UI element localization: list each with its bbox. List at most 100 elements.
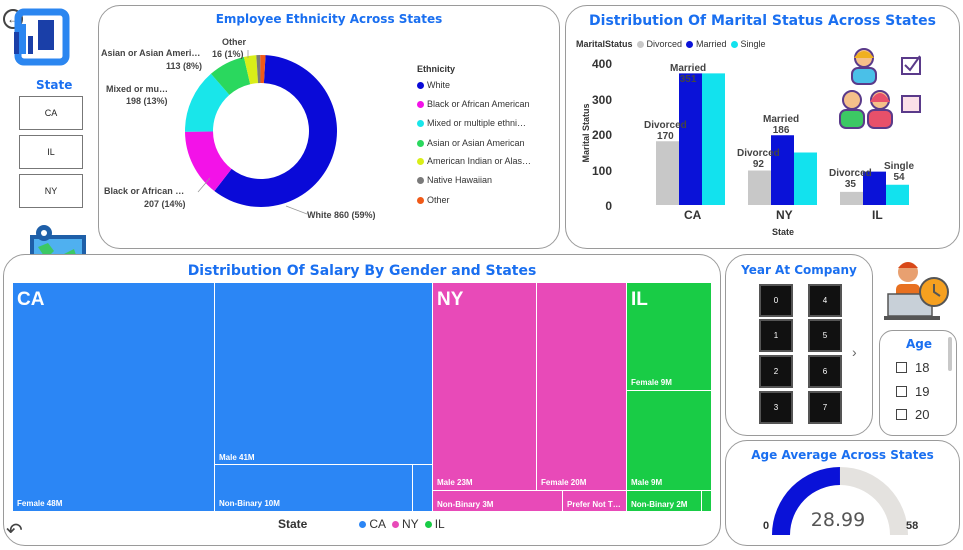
legend-il[interactable]: IL xyxy=(434,517,445,531)
age-filter-panel xyxy=(879,330,957,436)
marital-bar-chart xyxy=(656,73,909,206)
bar-label-text: Divorced xyxy=(829,168,872,179)
marital-chart-title: Distribution Of Marital Status Across St… xyxy=(589,13,936,29)
checkbox[interactable] xyxy=(896,386,907,397)
ethnicity-legend-title: Ethnicity xyxy=(417,64,456,74)
age-option-18[interactable]: 18 xyxy=(896,360,929,375)
legend-ny[interactable]: NY xyxy=(402,517,419,531)
state-button-ny[interactable]: NY xyxy=(19,174,83,208)
state-button-il[interactable]: IL xyxy=(19,135,83,169)
state-button-ca[interactable]: CA xyxy=(19,96,83,130)
legend-married[interactable]: Married xyxy=(696,39,727,49)
year-tile[interactable]: 3 xyxy=(759,391,793,424)
bar-label-ca-divorced: Divorced 170 xyxy=(644,120,687,142)
age-gauge-min: 0 xyxy=(763,520,770,532)
tm-ca-female[interactable]: Female 48M xyxy=(13,283,215,512)
year-tile[interactable]: 1 xyxy=(759,319,793,352)
legend-native-hawaiian[interactable]: Native Hawaiian xyxy=(417,175,492,185)
tm-il-male[interactable]: Male 9M xyxy=(627,391,712,491)
bar-ca-single[interactable] xyxy=(702,73,725,205)
ethnicity-donut xyxy=(185,55,337,208)
legend-black[interactable]: Black or African American xyxy=(417,99,530,109)
tm-state-ny: NY xyxy=(437,289,464,310)
bar-ny-divorced[interactable] xyxy=(748,170,771,206)
age-option-label: 19 xyxy=(915,384,930,399)
marital-panel xyxy=(565,5,960,249)
year-tile[interactable]: 2 xyxy=(759,355,793,388)
label-mixed-name: Mixed or mu… xyxy=(106,84,169,94)
y-tick: 200 xyxy=(591,128,612,142)
tm-ca-nonbinary[interactable]: Non-Binary 10M xyxy=(215,465,413,512)
tm-ny-nonbinary[interactable]: Non-Binary 3M xyxy=(433,491,563,512)
y-tick: 400 xyxy=(591,57,612,71)
label-black-name: Black or African … xyxy=(104,186,185,196)
donut-slice-other[interactable] xyxy=(260,55,266,84)
x-tick-il-label: IL xyxy=(872,208,883,222)
gauge-fill xyxy=(772,467,840,535)
legend-dot xyxy=(417,176,424,184)
legend-asian[interactable]: Asian or Asian American xyxy=(417,138,525,148)
tm-ny-male[interactable]: Male 23M xyxy=(433,283,537,491)
year-tile[interactable]: 5 xyxy=(808,319,842,352)
age-option-20[interactable]: 20 xyxy=(896,407,929,422)
tm-label: Non-Binary 2M xyxy=(631,500,688,509)
age-gauge xyxy=(772,467,908,535)
tm-ny-female[interactable]: Female 20M xyxy=(537,283,627,491)
bar-ca-married[interactable] xyxy=(679,73,702,205)
bar-il-divorced[interactable] xyxy=(840,191,863,205)
marital-x-axis-label: State xyxy=(772,227,795,237)
tm-ca-other[interactable] xyxy=(413,465,433,512)
x-tick-ny-label: NY xyxy=(776,208,793,222)
donut-slice-mixed-or-multiple-ethnicities[interactable] xyxy=(185,73,230,132)
tm-label: Non-Binary 3M xyxy=(437,500,494,509)
bar-label-text: Married xyxy=(670,63,707,74)
legend-mixed[interactable]: Mixed or multiple ethni… xyxy=(417,118,526,128)
bar-label-ny-divorced: Divorced 92 xyxy=(737,148,780,170)
checkbox[interactable] xyxy=(896,409,907,420)
donut-slice-native-hawaiian[interactable] xyxy=(256,55,261,84)
label-white: White 860 (59%) xyxy=(307,210,376,220)
label-asian-value: 113 (8%) xyxy=(166,61,203,71)
legend-single[interactable]: Single xyxy=(740,39,766,49)
age-gauge-panel xyxy=(725,440,960,546)
chevron-right-icon[interactable]: › xyxy=(852,344,857,360)
legend-label: White xyxy=(427,80,451,90)
year-tile[interactable]: 0 xyxy=(759,284,793,317)
checkbox[interactable] xyxy=(896,362,907,373)
donut-slice-american-indian-or-alaska-native[interactable] xyxy=(243,55,259,85)
age-gauge-value: 28.99 xyxy=(810,509,866,531)
bar-il-single[interactable] xyxy=(886,184,909,205)
tm-label: Female 48M xyxy=(17,499,63,508)
legend-white[interactable]: White xyxy=(417,80,450,90)
undo-icon[interactable]: ↶ xyxy=(6,520,23,542)
donut-slice-asian-or-asian-american[interactable] xyxy=(210,56,251,95)
year-tile[interactable]: 6 xyxy=(808,355,842,388)
tm-ny-prefer[interactable]: Prefer Not T… xyxy=(563,491,627,512)
bar-ny-single[interactable] xyxy=(794,152,817,206)
age-option-label: 18 xyxy=(915,360,930,375)
tm-ca-male[interactable]: Male 41M xyxy=(215,283,433,465)
legend-divorced[interactable]: Divorced xyxy=(646,39,683,49)
legend-american-indian[interactable]: American Indian or Alas… xyxy=(417,156,531,166)
marital-legend-title: MaritalStatus xyxy=(576,39,633,49)
bar-ny-married[interactable] xyxy=(771,135,794,205)
people-icon xyxy=(836,44,928,134)
donut-slice-black-or-african-american[interactable] xyxy=(185,131,232,192)
bar-label-text: Divorced xyxy=(644,120,687,131)
legend-ca[interactable]: CA xyxy=(369,517,387,531)
bar-il-married[interactable] xyxy=(863,171,886,205)
legend-dot xyxy=(730,40,738,48)
tm-il-other[interactable] xyxy=(702,491,712,512)
age-scrollbar[interactable] xyxy=(948,337,952,371)
bar-ca-divorced[interactable] xyxy=(656,141,679,205)
legend-dot xyxy=(417,157,424,165)
age-option-19[interactable]: 19 xyxy=(896,384,929,399)
year-tile[interactable]: 4 xyxy=(808,284,842,317)
donut-slice-white[interactable] xyxy=(214,55,337,208)
legend-other[interactable]: Other xyxy=(417,195,450,205)
legend-label: Native Hawaiian xyxy=(427,175,493,185)
year-tile[interactable]: 7 xyxy=(808,391,842,424)
label-black-value: 207 (14%) xyxy=(144,199,186,209)
tm-il-nonbinary[interactable]: Non-Binary 2M xyxy=(627,491,702,512)
tm-il-female[interactable]: Female 9M xyxy=(627,283,712,391)
